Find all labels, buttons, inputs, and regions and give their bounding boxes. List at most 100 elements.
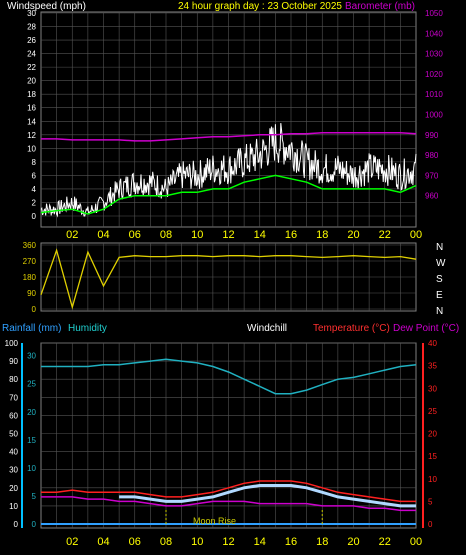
direction-tick-label: 0 (32, 305, 37, 314)
wind-tick-label: 10 (27, 144, 36, 153)
time-tick-label: 18 (316, 229, 328, 241)
wind-tick-label: 14 (27, 117, 36, 126)
time-tick-label: 16 (285, 536, 297, 548)
wind-tick-label: 2 (32, 198, 37, 207)
barometer-tick-label: 980 (425, 151, 439, 160)
windspeed-axis-label: Windspeed (mph) (7, 1, 86, 12)
time-tick-label: 04 (97, 536, 109, 548)
wind-direction-line (40, 248, 417, 310)
barometer-tick-label: 1050 (425, 9, 443, 18)
humidity-tick-label: 70 (9, 393, 18, 402)
time-tick-label: 18 (316, 536, 328, 548)
time-tick-label: 04 (97, 229, 109, 241)
compass-label: N (436, 242, 443, 253)
wind-tick-label: 4 (32, 185, 37, 194)
temperature-tick-label: 40 (428, 339, 437, 348)
wind-tick-label: 6 (32, 171, 37, 180)
chart-title: 24 hour graph day : 23 October 2025 (178, 1, 342, 12)
direction-tick-label: 270 (23, 257, 37, 266)
time-tick-label: 10 (191, 229, 203, 241)
rain-tick-label: 20 (27, 408, 36, 417)
legend-rainfall: Rainfall (mm) (2, 323, 61, 334)
rain-tick-label: 25 (27, 380, 36, 389)
wind-tick-label: 24 (27, 50, 36, 59)
barometer-tick-label: 1000 (425, 111, 443, 120)
barometer-tick-label: 1020 (425, 70, 443, 79)
direction-tick-label: 90 (27, 289, 36, 298)
time-tick-label: 02 (66, 229, 78, 241)
time-tick-label: 00 (410, 536, 422, 548)
wind-tick-label: 26 (27, 36, 36, 45)
time-tick-label: 10 (191, 536, 203, 548)
humidity-tick-label: 30 (9, 466, 18, 475)
time-tick-label: 02 (66, 536, 78, 548)
rain-tick-label: 30 (27, 352, 36, 361)
humidity-tick-label: 20 (9, 484, 18, 493)
wind-tick-label: 22 (27, 63, 36, 72)
humidity-tick-label: 0 (14, 520, 19, 529)
direction-tick-label: 360 (23, 241, 37, 250)
barometer-tick-label: 990 (425, 131, 439, 140)
temperature-tick-label: 15 (428, 452, 437, 461)
time-tick-label: 22 (379, 536, 391, 548)
barometer-tick-label: 1040 (425, 29, 443, 38)
compass-label: E (436, 290, 443, 301)
wind-tick-label: 20 (27, 77, 36, 86)
humidity-tick-label: 50 (9, 430, 18, 439)
legend-temperature: Temperature (°C) (313, 323, 390, 334)
humidity-tick-label: 100 (5, 339, 19, 348)
time-tick-label: 08 (160, 229, 172, 241)
rain-tick-label: 0 (32, 520, 37, 529)
time-tick-label: 22 (379, 229, 391, 241)
temperature-tick-label: 25 (428, 407, 437, 416)
wind-tick-label: 18 (27, 90, 36, 99)
temperature-tick-label: 5 (428, 497, 433, 506)
temperature-tick-label: 30 (428, 384, 437, 393)
dewpoint-line (41, 496, 416, 512)
humidity-line (41, 358, 417, 395)
temperature-tick-label: 20 (428, 430, 437, 439)
humidity-tick-label: 90 (9, 357, 18, 366)
time-tick-label: 14 (254, 536, 266, 548)
wind-tick-label: 0 (32, 212, 37, 221)
time-tick-label: 12 (222, 229, 234, 241)
barometer-axis-label: Barometer (mb) (345, 1, 415, 12)
barometer-tick-label: 1010 (425, 90, 443, 99)
rain-tick-label: 15 (27, 436, 36, 445)
compass-label: N (436, 306, 443, 317)
time-tick-label: 16 (285, 229, 297, 241)
time-tick-label: 12 (222, 536, 234, 548)
wind-tick-label: 8 (32, 158, 37, 167)
direction-tick-label: 180 (23, 273, 37, 282)
wind-average-line (40, 174, 417, 215)
rain-tick-label: 10 (27, 464, 36, 473)
wind-tick-label: 16 (27, 104, 36, 113)
time-tick-label: 08 (160, 536, 172, 548)
temperature-tick-label: 0 (428, 520, 433, 529)
time-tick-label: 20 (347, 229, 359, 241)
humidity-tick-label: 40 (9, 448, 18, 457)
legend-humidity: Humidity (68, 323, 107, 334)
temperature-line (41, 480, 416, 503)
windspeed-line (40, 123, 417, 218)
barometer-tick-label: 970 (425, 171, 439, 180)
barometer-tick-label: 1030 (425, 50, 443, 59)
legend-dewpoint: Dew Point (°C) (393, 323, 459, 334)
wind-tick-label: 12 (27, 131, 36, 140)
moon-rise-label: Moon Rise (193, 516, 236, 526)
time-tick-label: 06 (129, 229, 141, 241)
humidity-tick-label: 80 (9, 375, 18, 384)
windchill-line (119, 484, 416, 508)
time-tick-label: 20 (347, 536, 359, 548)
time-tick-label: 00 (410, 229, 422, 241)
humidity-tick-label: 10 (9, 502, 18, 511)
compass-label: S (436, 274, 443, 285)
barometer-tick-label: 960 (425, 192, 439, 201)
wind-tick-label: 30 (27, 9, 36, 18)
barometer-line (41, 132, 417, 142)
rain-tick-label: 5 (32, 492, 37, 501)
temperature-tick-label: 10 (428, 475, 437, 484)
legend-windchill: Windchill (247, 323, 287, 334)
time-tick-label: 14 (254, 229, 266, 241)
